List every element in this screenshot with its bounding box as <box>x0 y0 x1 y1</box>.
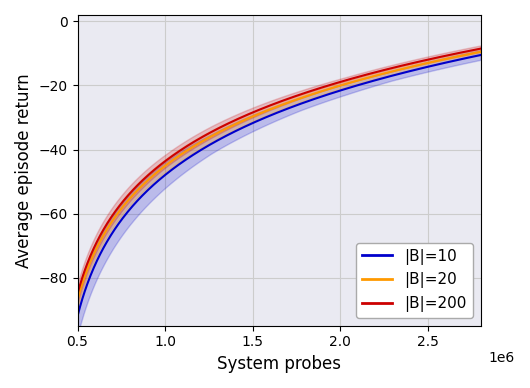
|B|=10 <box>478 53 484 57</box>
|B|=20 <box>293 98 299 102</box>
|B|=20 <box>467 52 474 56</box>
|B|=20 <box>405 65 411 70</box>
|B|=20 <box>74 298 81 302</box>
X-axis label: System probes: System probes <box>217 355 341 373</box>
|B|=10 <box>293 103 299 108</box>
|B|=200 <box>478 46 484 51</box>
|B|=20 <box>266 107 272 112</box>
Line: |B|=20: |B|=20 <box>77 52 481 300</box>
|B|=200 <box>74 291 81 296</box>
|B|=200 <box>314 87 321 91</box>
|B|=10 <box>268 113 275 118</box>
|B|=20 <box>314 90 321 95</box>
|B|=20 <box>268 107 275 111</box>
|B|=200 <box>405 62 411 67</box>
|B|=10 <box>467 55 474 59</box>
|B|=10 <box>266 114 272 118</box>
|B|=20 <box>478 50 484 54</box>
|B|=10 <box>405 69 411 74</box>
|B|=200 <box>268 103 275 107</box>
|B|=10 <box>74 314 81 319</box>
|B|=200 <box>293 94 299 99</box>
Y-axis label: Average episode return: Average episode return <box>15 73 33 268</box>
|B|=10 <box>314 95 321 100</box>
|B|=200 <box>467 48 474 53</box>
Line: |B|=200: |B|=200 <box>77 48 481 294</box>
Text: 1e6: 1e6 <box>489 351 515 365</box>
|B|=200 <box>266 104 272 108</box>
Legend: |B|=10, |B|=20, |B|=200: |B|=10, |B|=20, |B|=200 <box>356 242 473 318</box>
Line: |B|=10: |B|=10 <box>77 55 481 316</box>
